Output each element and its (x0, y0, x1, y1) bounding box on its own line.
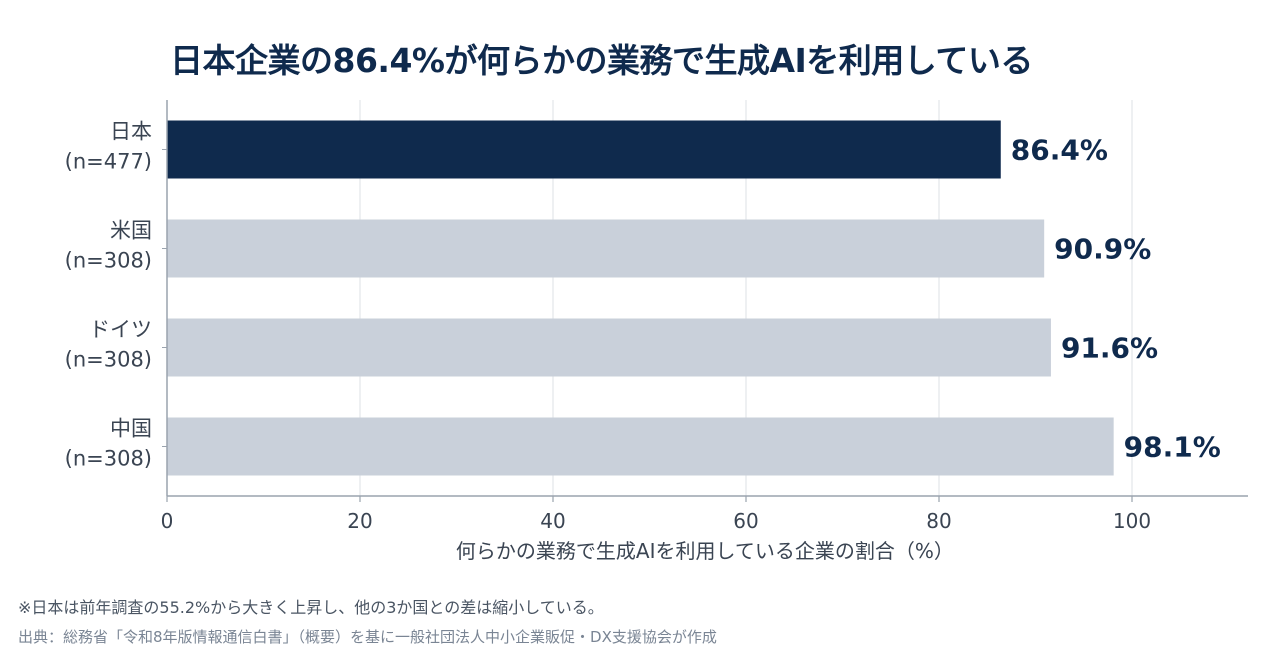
x-tick-label: 0 (161, 509, 174, 533)
footnotes: ※日本は前年調査の55.2%から大きく上昇し、他の3か国との差は縮小している。 … (18, 594, 717, 655)
category-label: 米国 (110, 219, 152, 243)
x-tick-label: 100 (1113, 509, 1151, 533)
category-label: 日本 (110, 120, 152, 144)
bar-value-label: 90.9% (1054, 233, 1151, 266)
bar (167, 120, 1001, 179)
bar-chart: 86.4% 日本 (n=477) 90.9% 米国 (n=308) 91.6% ドイツ (n=3… (65, 100, 1248, 563)
bar-value-label: 86.4% (1011, 134, 1108, 167)
bar (167, 417, 1114, 476)
x-tick-label: 20 (347, 509, 372, 533)
category-label: (n=308) (65, 447, 152, 471)
footnote-text: ※日本は前年調査の55.2%から大きく上昇し、他の3か国との差は縮小している。 (18, 598, 604, 617)
x-tick-label: 80 (926, 509, 951, 533)
category-label: ドイツ (89, 318, 152, 342)
x-tick-label: 40 (540, 509, 565, 533)
category-label: (n=477) (65, 150, 152, 174)
category-label: (n=308) (65, 348, 152, 372)
category-label: (n=308) (65, 249, 152, 273)
bar-value-label: 91.6% (1061, 332, 1158, 365)
bar (167, 219, 1045, 278)
chart-title: 日本企業の86.4%が何らかの業務で生成AIを利用している (170, 41, 1033, 80)
bar (167, 318, 1051, 377)
x-tick-label: 60 (733, 509, 758, 533)
category-label: 中国 (110, 417, 152, 441)
bar-value-label: 98.1% (1124, 431, 1221, 464)
x-axis-label: 何らかの業務で生成AIを利用している企業の割合（%） (456, 539, 954, 563)
source-text: 出典：総務省「令和8年版情報通信白書」（概要）を基に一般社団法人中小企業販促・D… (18, 628, 717, 646)
